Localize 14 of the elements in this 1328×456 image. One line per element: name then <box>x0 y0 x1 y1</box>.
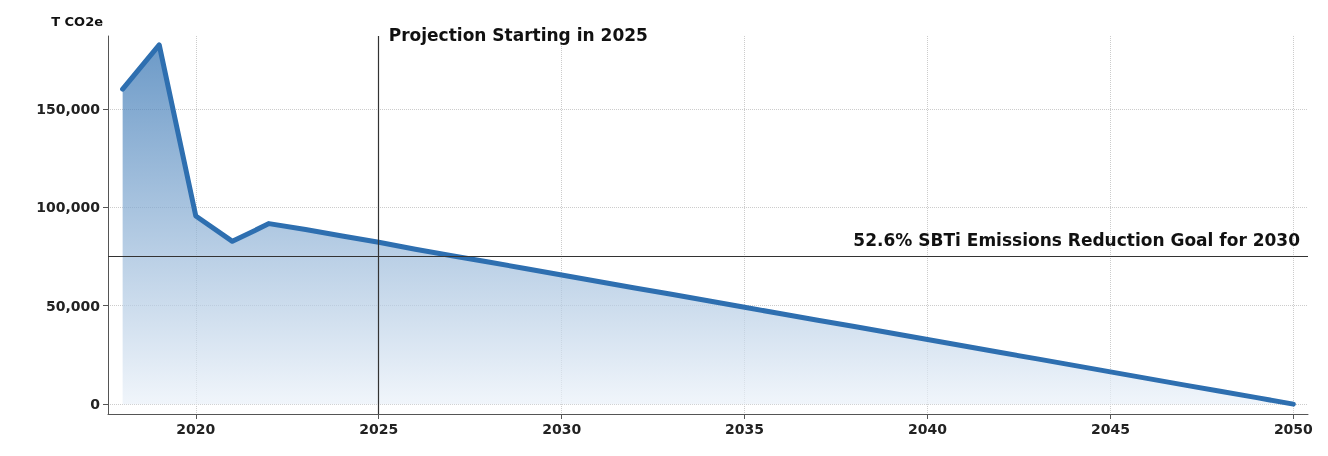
y-tick-label: 100,000 <box>36 199 101 216</box>
x-tick-label: 2025 <box>359 421 399 437</box>
x-tick-label: 2035 <box>725 421 765 437</box>
x-tick-label: 2040 <box>908 421 948 437</box>
y-tick-label: 0 <box>90 396 101 413</box>
y-axis-title: T CO2e <box>51 14 104 29</box>
x-tick-label: 2030 <box>542 421 582 437</box>
x-tick-label: 2020 <box>176 421 216 437</box>
ref-line-label: Projection Starting in 2025 <box>388 24 648 45</box>
x-tick-label: 2045 <box>1090 421 1130 437</box>
ref-line-label: 52.6% SBTi Emissions Reduction Goal for 2030 <box>853 230 1301 250</box>
y-tick-label: 50,000 <box>45 297 101 314</box>
x-tick-label: 2050 <box>1273 421 1314 437</box>
y-tick-label: 150,000 <box>36 100 101 117</box>
